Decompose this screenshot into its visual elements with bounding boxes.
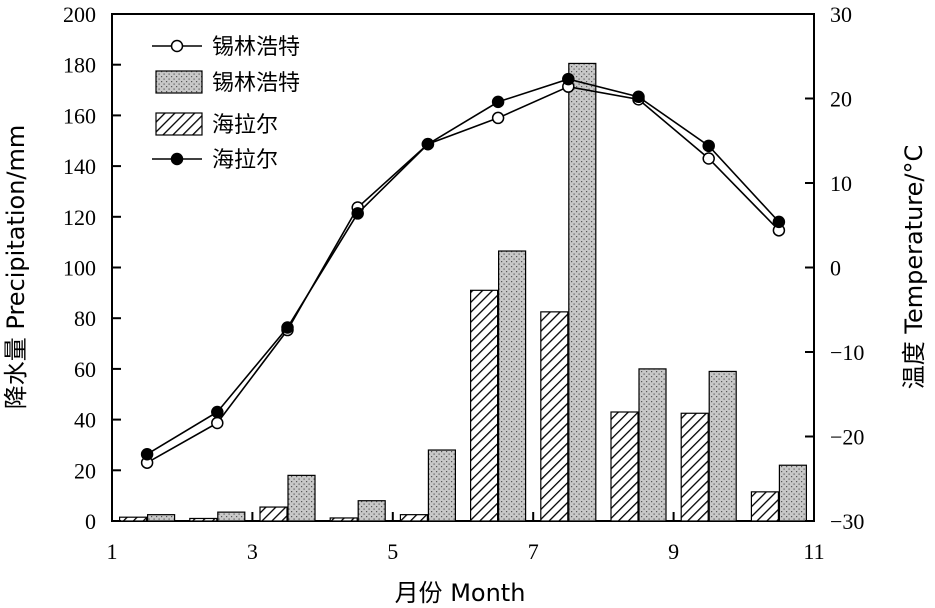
bar-dotted: [427, 449, 456, 522]
temperature-point: [562, 72, 575, 86]
bar-hatched: [189, 517, 218, 522]
temperature-point: [211, 405, 224, 419]
bar-dotted: [778, 464, 808, 522]
bar-hatched: [750, 491, 780, 522]
temperature-line: [146, 78, 780, 455]
bar-dotted: [217, 511, 246, 522]
x-tick-label: 1: [107, 539, 118, 564]
temperature-point: [211, 416, 224, 430]
bar-dotted: [498, 250, 527, 522]
legend-label: 海拉尔: [212, 148, 278, 173]
legend-swatch: [155, 112, 203, 136]
x-tick-label: 7: [528, 539, 539, 564]
y-right-axis-title: 温度 Temperature/°C: [900, 145, 928, 390]
y-left-tick-label: 180: [63, 53, 96, 78]
x-axis-title: 月份 Month: [395, 579, 526, 607]
y-right-tick-label: 20: [830, 87, 852, 112]
bar-dotted: [147, 514, 176, 522]
bar-hatched: [540, 311, 569, 522]
temperature-point: [702, 152, 715, 165]
temperature-point: [281, 321, 294, 334]
y-left-tick-label: 200: [63, 2, 96, 27]
y-right-tick-label: −30: [830, 509, 864, 534]
y-left-tick-label: 0: [85, 509, 96, 534]
x-tick-label: 9: [668, 539, 679, 564]
line-layer: [140, 72, 786, 469]
bar-hatched: [470, 289, 499, 522]
bar-hatched: [610, 411, 639, 522]
bar-dotted: [638, 368, 667, 522]
bar-hatched: [399, 514, 428, 522]
temperature-point: [351, 207, 364, 220]
legend-item: 海拉尔: [155, 112, 278, 138]
bar-hatched: [329, 517, 358, 522]
y-right-tick-label: −10: [830, 340, 864, 365]
bar-hatched: [118, 516, 148, 522]
y-right-tick-label: −20: [830, 425, 864, 450]
legend-label: 锡林浩特: [212, 71, 300, 96]
legend-item: 锡林浩特: [152, 35, 300, 60]
y-left-tick-label: 60: [74, 357, 96, 382]
temperature-point: [421, 137, 435, 151]
x-tick-label: 5: [387, 539, 398, 564]
legend-marker: [170, 39, 184, 53]
x-tick-label: 3: [247, 539, 258, 564]
x-tick-label: 11: [803, 539, 824, 564]
axis-layer: 1 3 5 7 9 11020406080100120140160180200−30−20…: [63, 2, 864, 564]
bar-layer: [118, 62, 808, 522]
bar-dotted: [568, 62, 597, 522]
bar-dotted: [287, 474, 316, 522]
legend-item: 海拉尔: [152, 148, 278, 173]
temperature-point: [140, 447, 154, 461]
legend-marker: [170, 152, 184, 166]
y-left-tick-label: 100: [63, 256, 96, 281]
bar-hatched: [259, 506, 288, 522]
y-left-tick-label: 120: [63, 205, 96, 230]
temperature-point: [772, 215, 786, 229]
y-left-tick-label: 40: [74, 408, 96, 433]
temperature-point: [491, 111, 505, 125]
y-right-tick-label: 10: [830, 171, 852, 196]
y-left-tick-label: 80: [74, 306, 96, 331]
bar-dotted: [357, 500, 386, 522]
y-left-tick-label: 20: [74, 458, 96, 483]
temperature-point: [632, 90, 645, 104]
legend-swatch: [155, 70, 203, 94]
y-left-tick-label: 140: [63, 154, 96, 179]
y-right-tick-label: 30: [830, 2, 852, 27]
y-left-tick-label: 160: [63, 103, 96, 128]
y-left-axis-title: 降水量 Precipitation/mm: [2, 125, 30, 409]
legend-item: 锡林浩特: [155, 70, 300, 96]
temperature-point: [702, 139, 715, 153]
temperature-point: [491, 95, 505, 109]
bar-hatched: [680, 412, 709, 522]
legend-label: 海拉尔: [212, 113, 278, 138]
bar-dotted: [708, 370, 737, 522]
temperature-line: [146, 85, 780, 464]
legend-label: 锡林浩特: [212, 35, 300, 60]
y-right-tick-label: 0: [830, 256, 841, 281]
